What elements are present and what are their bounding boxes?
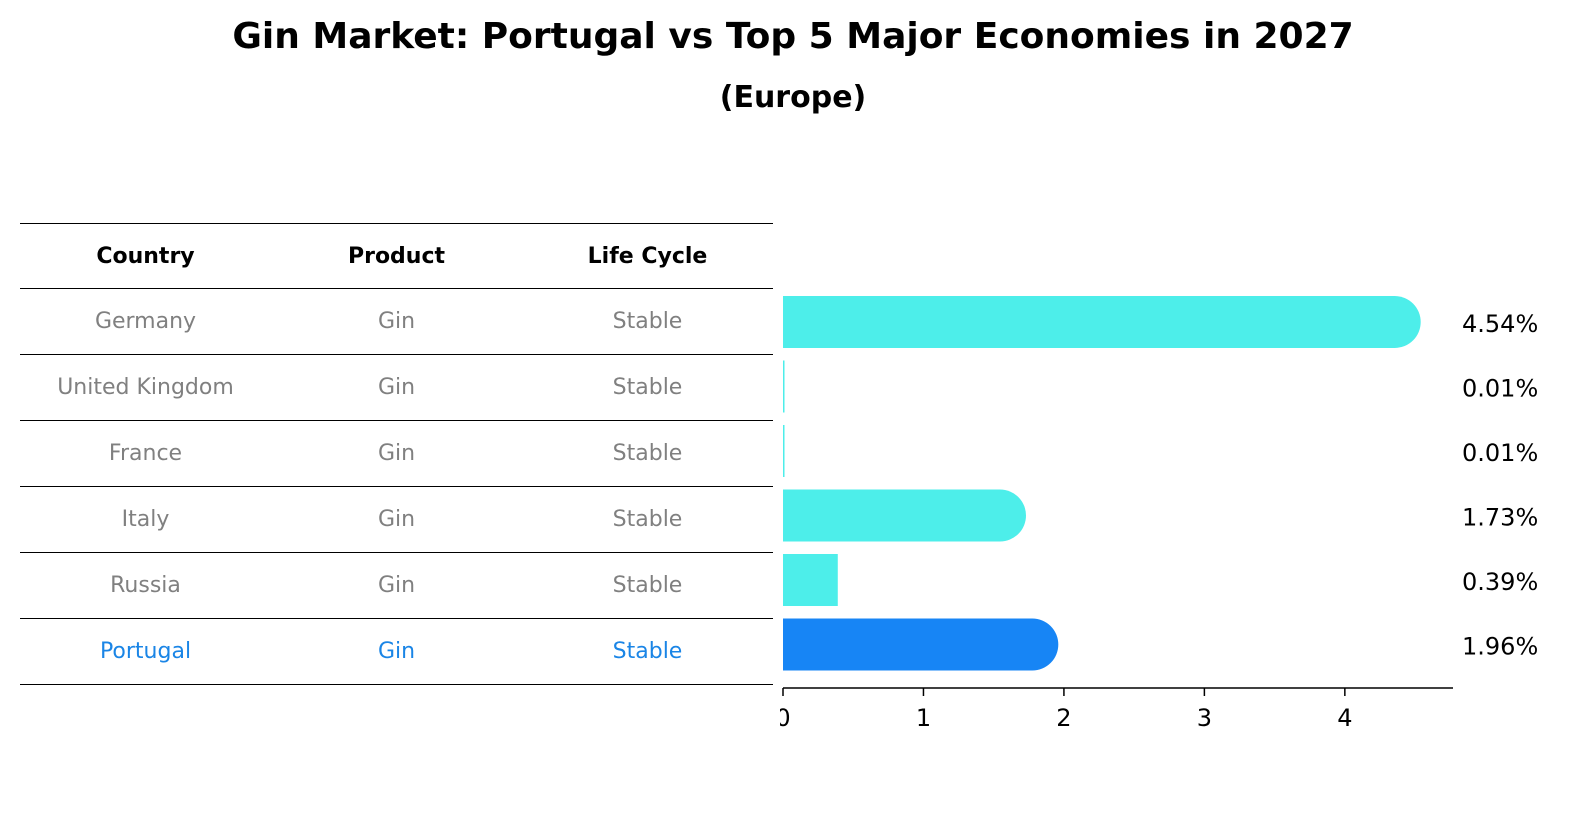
x-tick-label: 2 [1056,704,1071,732]
bar-value-label: 4.54% [1462,310,1538,338]
bar [783,296,1421,348]
x-tick-label: 3 [1197,704,1212,732]
table-header-row: Country Product Life Cycle [20,223,773,289]
table-row-highlight: Portugal Gin Stable [20,619,773,685]
bar [783,554,838,606]
cell-product: Gin [377,309,416,334]
cell-product: Gin [377,375,416,400]
cell-product: Gin [377,441,416,466]
cell-country: United Kingdom [57,375,234,400]
bar-group: 0.01% [783,360,1538,413]
bar-group: 0.01% [783,425,1538,477]
chart-title: Gin Market: Portugal vs Top 5 Major Econ… [232,16,1354,57]
bar [783,425,785,477]
cell-country: Germany [94,309,197,334]
bar-chart: 4.54% 0.01% 0.01% 1.73% 0.39% 1.96% 0 1 2 3 4 [780,296,1538,732]
bar-group: 1.73% [783,489,1538,542]
cell-country: Russia [110,573,181,598]
bar [783,618,1059,671]
bar-value-label: 1.96% [1462,633,1538,661]
x-tick-label: 0 [780,704,791,732]
cell-product: Gin [377,639,416,664]
table-row: United Kingdom Gin Stable [20,355,773,421]
chart-subtitle: (Europe) [719,80,867,115]
bar [783,489,1026,542]
cell-country: France [108,441,183,466]
x-tick-label: 4 [1337,704,1352,732]
cell-life-cycle: Stable [612,507,683,532]
table-row: Italy Gin Stable [20,487,773,553]
bar-group: 4.54% [783,296,1538,348]
cell-life-cycle: Stable [612,309,683,334]
table-row: Germany Gin Stable [20,289,773,355]
cell-life-cycle: Stable [612,639,683,664]
cell-country: Portugal [99,639,192,664]
cell-life-cycle: Stable [612,573,683,598]
bar-value-label: 0.01% [1462,439,1538,467]
cell-product: Gin [377,507,416,532]
bar-value-label: 0.39% [1462,568,1538,596]
bar-group: 1.96% [783,618,1538,671]
cell-product: Gin [377,573,416,598]
cell-life-cycle: Stable [612,441,683,466]
x-tick-label: 1 [916,704,931,732]
table-row: France Gin Stable [20,421,773,487]
header-life-cycle: Life Cycle [587,243,708,269]
bar [783,360,785,413]
country-table: Country Product Life Cycle Germany Gin S… [20,223,773,685]
cell-life-cycle: Stable [612,375,683,400]
header-country: Country [96,243,195,269]
header-product: Product [347,243,446,269]
bar-value-label: 0.01% [1462,375,1538,403]
bar-value-label: 1.73% [1462,504,1538,532]
cell-country: Italy [121,507,170,532]
table-row: Russia Gin Stable [20,553,773,619]
bar-group: 0.39% [783,554,1538,606]
